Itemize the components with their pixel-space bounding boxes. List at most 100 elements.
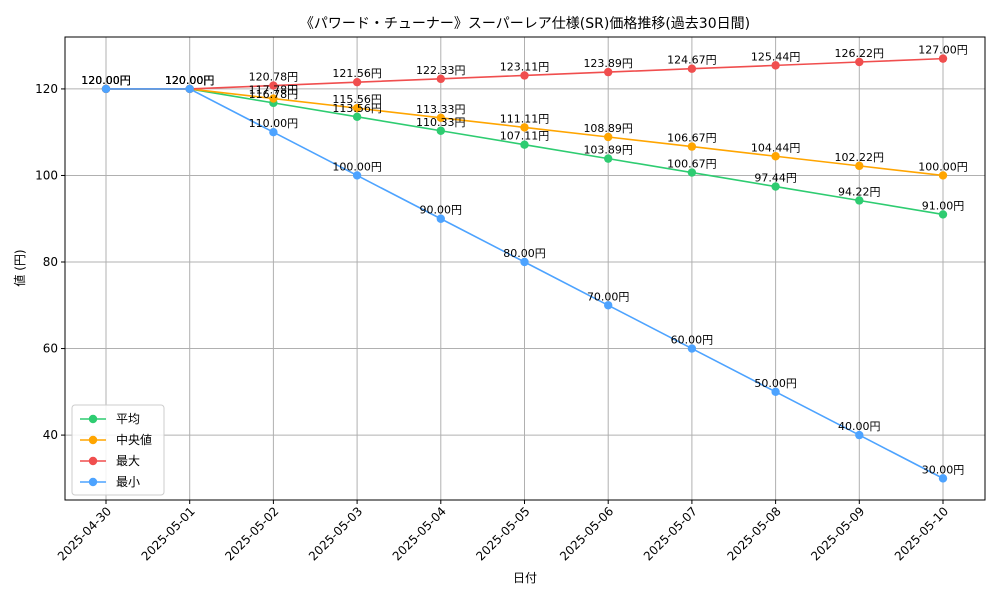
x-tick-label: 2025-05-03 (306, 504, 365, 563)
data-label: 120.00円 (165, 74, 215, 87)
data-label: 120.00円 (81, 74, 131, 87)
data-label: 104.44円 (751, 141, 801, 154)
legend-box (71, 404, 165, 496)
legend-label: 中央値 (116, 432, 152, 447)
data-label: 110.33円 (416, 116, 466, 129)
data-label: 126.22円 (835, 47, 885, 60)
data-label: 40.00円 (838, 420, 881, 433)
data-label: 100.67円 (667, 158, 717, 171)
data-point (771, 152, 780, 161)
data-point (185, 84, 194, 94)
data-point (938, 54, 948, 63)
data-point (604, 132, 613, 142)
x-tick-label: 2025-05-10 (892, 504, 951, 563)
data-label: 97.44円 (754, 172, 797, 185)
data-label: 117.78円 (249, 84, 299, 97)
data-point (687, 142, 697, 151)
grid-lines (65, 37, 985, 500)
x-tick-label: 2025-05-07 (641, 504, 700, 563)
data-label: 121.56円 (332, 67, 382, 80)
data-point (436, 74, 445, 84)
data-label: 70.00円 (587, 290, 630, 303)
data-label: 107.11円 (500, 130, 550, 143)
data-point (938, 171, 948, 180)
data-point (938, 210, 948, 219)
data-label: 106.67円 (667, 132, 717, 145)
data-label: 120.00円 (81, 74, 131, 87)
legend-label: 最大 (116, 454, 140, 468)
x-axis-label: 日付 (513, 571, 537, 585)
data-label: 122.33円 (416, 64, 466, 77)
data-point (436, 113, 445, 122)
data-label: 103.89円 (583, 144, 633, 157)
data-label: 120.00円 (165, 74, 215, 87)
data-point (687, 168, 697, 177)
x-tick-label: 2025-05-02 (222, 504, 281, 563)
data-label: 127.00円 (918, 44, 968, 57)
data-label: 120.78円 (249, 71, 299, 84)
x-tick-label: 2025-04-30 (55, 504, 114, 563)
data-label: 125.44円 (751, 50, 801, 63)
data-label: 108.89円 (583, 122, 633, 135)
data-label: 123.11円 (500, 60, 550, 73)
data-label: 120.00円 (165, 74, 215, 87)
data-labels: 120.00円 120.00円 116.78円 113.56円 110.33円 107.1… (81, 44, 968, 477)
y-tick-label: 100 (35, 168, 58, 182)
data-label: 113.33円 (416, 103, 466, 116)
data-point (352, 103, 362, 113)
data-point (604, 154, 613, 163)
data-label: 113.56円 (332, 102, 382, 115)
data-point (436, 214, 445, 223)
data-point (436, 126, 445, 135)
data-label: 120.00円 (81, 74, 131, 87)
y-tick-label: 40 (43, 428, 58, 442)
data-point (687, 344, 697, 353)
y-tick-label: 80 (43, 255, 58, 269)
series-lines (101, 54, 948, 483)
legend-marker (88, 435, 98, 445)
x-tick-label: 2025-05-06 (557, 504, 616, 563)
data-label: 111.11円 (500, 112, 550, 125)
data-label: 100.00円 (918, 160, 968, 173)
data-label: 110.00円 (249, 117, 299, 130)
data-point (771, 387, 780, 397)
data-label: 115.56円 (332, 93, 382, 106)
y-axis-label: 値 (円) (12, 249, 27, 286)
x-tick-label: 2025-05-05 (473, 504, 532, 563)
data-point (855, 57, 864, 67)
data-point (855, 430, 864, 440)
data-point (771, 182, 780, 191)
data-label: 120.00円 (81, 74, 131, 87)
data-point (771, 61, 780, 70)
data-point (101, 84, 111, 94)
data-label: 94.22円 (838, 185, 881, 198)
data-label: 124.67円 (667, 54, 717, 67)
data-label: 116.78円 (249, 88, 299, 101)
legend-label: 最小 (116, 475, 140, 489)
legend-marker (88, 477, 98, 487)
x-tick-label: 2025-05-09 (808, 504, 867, 563)
data-point (687, 64, 697, 73)
y-tick-label: 120 (35, 82, 58, 96)
legend-label: 平均 (116, 412, 140, 426)
data-point (352, 171, 362, 180)
data-point (269, 127, 278, 137)
data-point (855, 161, 864, 171)
data-point (520, 123, 529, 132)
legend-marker (88, 414, 98, 424)
data-label: 80.00円 (503, 247, 546, 260)
x-tick-label: 2025-05-08 (725, 504, 784, 563)
data-point (855, 196, 864, 205)
data-point (520, 257, 529, 267)
data-label: 123.89円 (583, 57, 633, 70)
data-point (520, 140, 529, 149)
data-label: 90.00円 (420, 204, 463, 217)
chart-title: 《パワード・チューナー》スーパーレア仕様(SR)価格推移(過去30日間) (300, 16, 750, 32)
x-tick-label: 2025-05-01 (139, 504, 198, 563)
data-point (938, 474, 948, 483)
data-label: 120.00円 (165, 74, 215, 87)
data-point (352, 77, 362, 87)
x-axis-ticks: 2025-04-30 2025-05-01 2025-05-02 2025-05-03… (55, 500, 951, 563)
